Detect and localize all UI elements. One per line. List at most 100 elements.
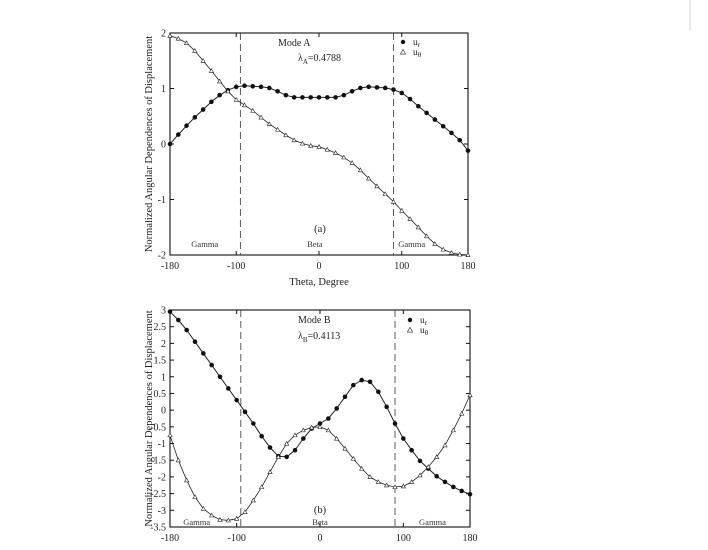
- eigenvalue-label: λA=0.4788: [298, 53, 341, 66]
- data-point-u-r: [407, 96, 413, 102]
- data-point-u-theta: [208, 68, 214, 73]
- region-label: Gamma: [191, 239, 218, 249]
- region-label: Beta: [312, 517, 328, 527]
- data-point-u-theta: [384, 482, 390, 488]
- data-point-u-theta: [440, 246, 446, 252]
- data-point-u-r: [258, 84, 264, 90]
- mode-label: Mode B: [298, 315, 331, 326]
- data-point-u-r: [217, 92, 222, 98]
- data-point-u-theta: [448, 250, 455, 255]
- data-point-u-r: [392, 421, 398, 426]
- data-point-u-theta: [382, 191, 388, 196]
- data-point-u-r: [367, 379, 373, 385]
- data-point-u-theta: [424, 233, 430, 239]
- chart-panel-b: [167, 309, 473, 528]
- data-point-u-theta: [267, 469, 273, 474]
- data-point-u-r: [342, 394, 348, 400]
- data-point-u-r: [451, 484, 456, 490]
- data-point-u-theta: [399, 207, 405, 213]
- x-tick-label: 0: [317, 261, 322, 272]
- data-point-u-theta: [375, 479, 381, 484]
- y-tick-label: -2: [158, 472, 166, 483]
- y-tick-label: -1: [158, 439, 166, 450]
- data-point-u-r: [242, 409, 248, 415]
- data-point-u-theta: [350, 455, 356, 461]
- region-label: Beta: [307, 239, 323, 249]
- legend-marker-triangle: [399, 48, 407, 55]
- data-point-u-theta: [432, 241, 438, 246]
- data-point-u-r: [209, 99, 214, 105]
- data-point-u-theta: [266, 121, 272, 126]
- region-label: Gamma: [183, 517, 210, 527]
- legend-marker-triangle: [406, 326, 414, 333]
- y-tick-label: 0.5: [154, 389, 167, 400]
- data-point-u-theta: [241, 102, 248, 108]
- data-point-u-theta: [234, 515, 240, 521]
- data-point-u-r: [250, 83, 256, 89]
- x-tick-label: 0: [318, 533, 323, 544]
- region-label: Gamma: [398, 239, 425, 249]
- data-point-u-r: [234, 397, 239, 403]
- data-point-u-theta: [417, 472, 423, 478]
- data-point-u-theta: [200, 505, 206, 511]
- data-point-u-theta: [292, 432, 298, 438]
- data-point-u-theta: [275, 126, 281, 132]
- data-point-u-r: [326, 416, 331, 421]
- data-point-u-r: [192, 115, 198, 120]
- legend-entry: uθ: [420, 326, 429, 337]
- x-tick-label: -180: [161, 261, 179, 272]
- data-point-u-theta: [442, 442, 448, 448]
- chart-panel-a: [167, 32, 471, 257]
- data-point-u-r: [376, 389, 381, 395]
- data-point-u-r: [351, 382, 356, 388]
- data-point-u-r: [317, 421, 323, 426]
- data-point-u-theta: [284, 440, 290, 446]
- y-tick-label: 2.5: [154, 322, 167, 333]
- data-point-u-r: [192, 339, 198, 345]
- data-point-u-theta: [317, 424, 323, 429]
- data-point-u-r: [358, 85, 363, 91]
- data-point-u-r: [384, 404, 389, 410]
- data-point-u-r: [440, 123, 446, 129]
- data-point-u-theta: [217, 78, 223, 84]
- panel-label: (b): [314, 505, 327, 516]
- data-point-u-r: [465, 148, 471, 153]
- y-axis-label: Normalized Angular Dependences of Displa…: [144, 310, 155, 526]
- data-point-u-r: [226, 386, 231, 391]
- y-tick-label: -1: [158, 195, 166, 206]
- data-point-u-theta: [283, 132, 289, 138]
- data-point-u-r: [283, 92, 289, 98]
- data-point-u-theta: [167, 33, 173, 38]
- data-point-u-r: [409, 447, 414, 453]
- data-point-u-r: [209, 362, 214, 368]
- y-tick-label: -1.5: [150, 456, 166, 467]
- data-point-u-r: [341, 92, 347, 98]
- data-point-u-theta: [225, 88, 231, 94]
- y-tick-label: 1: [161, 84, 166, 95]
- y-tick-label: 2: [161, 339, 166, 350]
- data-point-u-theta: [175, 457, 181, 463]
- data-point-u-theta: [457, 251, 463, 257]
- data-point-u-theta: [233, 96, 239, 102]
- data-point-u-theta: [325, 427, 331, 433]
- data-point-u-theta: [342, 445, 348, 451]
- data-point-u-r: [349, 88, 355, 94]
- data-point-u-theta: [300, 427, 306, 433]
- data-point-u-theta: [425, 464, 431, 469]
- data-point-u-theta: [291, 137, 297, 143]
- data-point-u-theta: [400, 483, 406, 489]
- data-point-u-r: [359, 377, 364, 383]
- data-point-u-r: [467, 491, 473, 497]
- data-point-u-r: [391, 87, 396, 92]
- region-label: Gamma: [419, 517, 446, 527]
- data-point-u-theta: [167, 432, 173, 438]
- y-tick-label: 3: [161, 306, 166, 317]
- x-tick-label: 180: [463, 533, 478, 544]
- legend-entry: uθ: [413, 48, 422, 59]
- data-point-u-r: [434, 473, 439, 479]
- data-point-u-r: [316, 95, 322, 100]
- data-point-u-r: [424, 110, 429, 116]
- data-point-u-theta: [357, 167, 363, 173]
- data-point-u-theta: [324, 146, 330, 152]
- legend-marker-dot: [400, 39, 406, 45]
